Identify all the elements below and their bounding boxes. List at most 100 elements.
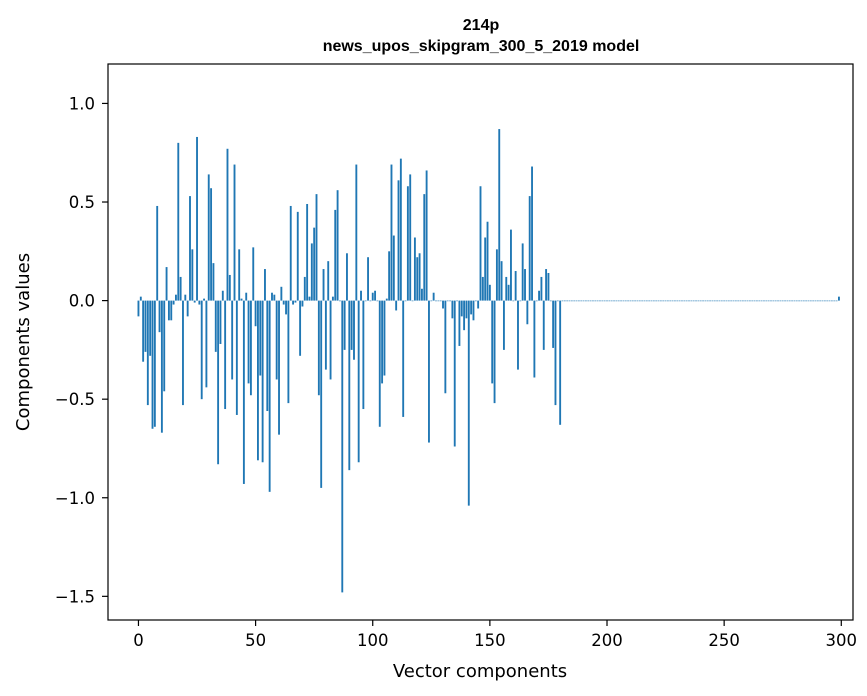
bar [505, 276, 508, 301]
bar [730, 300, 733, 302]
bar [353, 300, 355, 360]
bar [160, 300, 163, 433]
bar [392, 235, 395, 301]
bar [779, 300, 782, 302]
bar [606, 300, 608, 302]
bar [350, 300, 353, 350]
bar [763, 300, 765, 302]
bar [310, 243, 313, 301]
bar [531, 166, 533, 301]
bar [200, 300, 203, 400]
bar [261, 300, 264, 463]
bar [198, 300, 201, 305]
bar [460, 300, 463, 317]
bar [517, 300, 519, 370]
bar [378, 300, 381, 427]
bar [723, 300, 726, 302]
bar [329, 300, 332, 380]
bar [268, 300, 271, 492]
bar [563, 300, 566, 302]
bar [463, 300, 466, 331]
bar [584, 300, 587, 302]
bar [538, 290, 541, 301]
bar [608, 300, 611, 302]
bar [652, 300, 655, 302]
bar [540, 276, 543, 301]
y-tick-label: −1.5 [55, 587, 95, 606]
bar [748, 300, 751, 302]
bar [643, 300, 646, 302]
bar [627, 300, 630, 302]
bar [172, 300, 175, 305]
bar [547, 272, 550, 301]
bar [758, 300, 761, 302]
bar [479, 186, 482, 301]
bar [465, 300, 468, 319]
bar [266, 300, 269, 412]
bar [699, 300, 702, 302]
bar [175, 294, 177, 301]
bar [659, 300, 662, 302]
bar [601, 300, 604, 302]
bar [203, 298, 205, 301]
bar [381, 300, 384, 384]
bar [514, 271, 517, 301]
bar [556, 300, 559, 302]
bar [580, 300, 583, 302]
bar [292, 300, 295, 305]
bar [713, 300, 716, 302]
bar [226, 148, 229, 301]
bar [549, 300, 552, 302]
bar [620, 300, 623, 302]
bar [568, 300, 571, 302]
bar [582, 300, 585, 302]
bar [252, 247, 255, 301]
bar [341, 300, 344, 593]
bar [322, 269, 325, 301]
bar [383, 300, 386, 376]
bar [786, 300, 789, 302]
bar [189, 196, 191, 301]
bar [334, 209, 337, 301]
bar [507, 284, 510, 301]
bar [519, 300, 522, 302]
bar [695, 300, 697, 302]
bar [249, 300, 252, 396]
bar [264, 269, 266, 301]
bar [240, 298, 243, 301]
bar [615, 300, 618, 302]
bar [456, 300, 459, 302]
bar [671, 300, 674, 302]
bar [242, 300, 245, 484]
bar [704, 300, 707, 302]
bar [795, 300, 798, 302]
bar [734, 300, 737, 302]
bar [716, 300, 719, 302]
bar [570, 300, 573, 302]
x-tick-label: 300 [826, 631, 858, 650]
bar [467, 300, 470, 506]
bar [280, 286, 283, 301]
bar [228, 274, 231, 301]
bar [692, 300, 695, 302]
bar [287, 300, 290, 404]
bar [275, 300, 278, 380]
bar [346, 253, 348, 301]
bar [278, 300, 280, 435]
bar [784, 300, 786, 302]
bar [681, 300, 683, 302]
bar [669, 300, 672, 302]
bar [320, 300, 323, 488]
bar [809, 300, 812, 302]
bar [231, 300, 234, 380]
bar [224, 300, 227, 410]
bar [566, 300, 569, 302]
bar [315, 194, 318, 301]
bar [814, 300, 817, 302]
bar [800, 300, 803, 302]
bar [446, 300, 449, 302]
bar [388, 251, 391, 301]
bar [444, 300, 447, 394]
bar [139, 296, 142, 301]
